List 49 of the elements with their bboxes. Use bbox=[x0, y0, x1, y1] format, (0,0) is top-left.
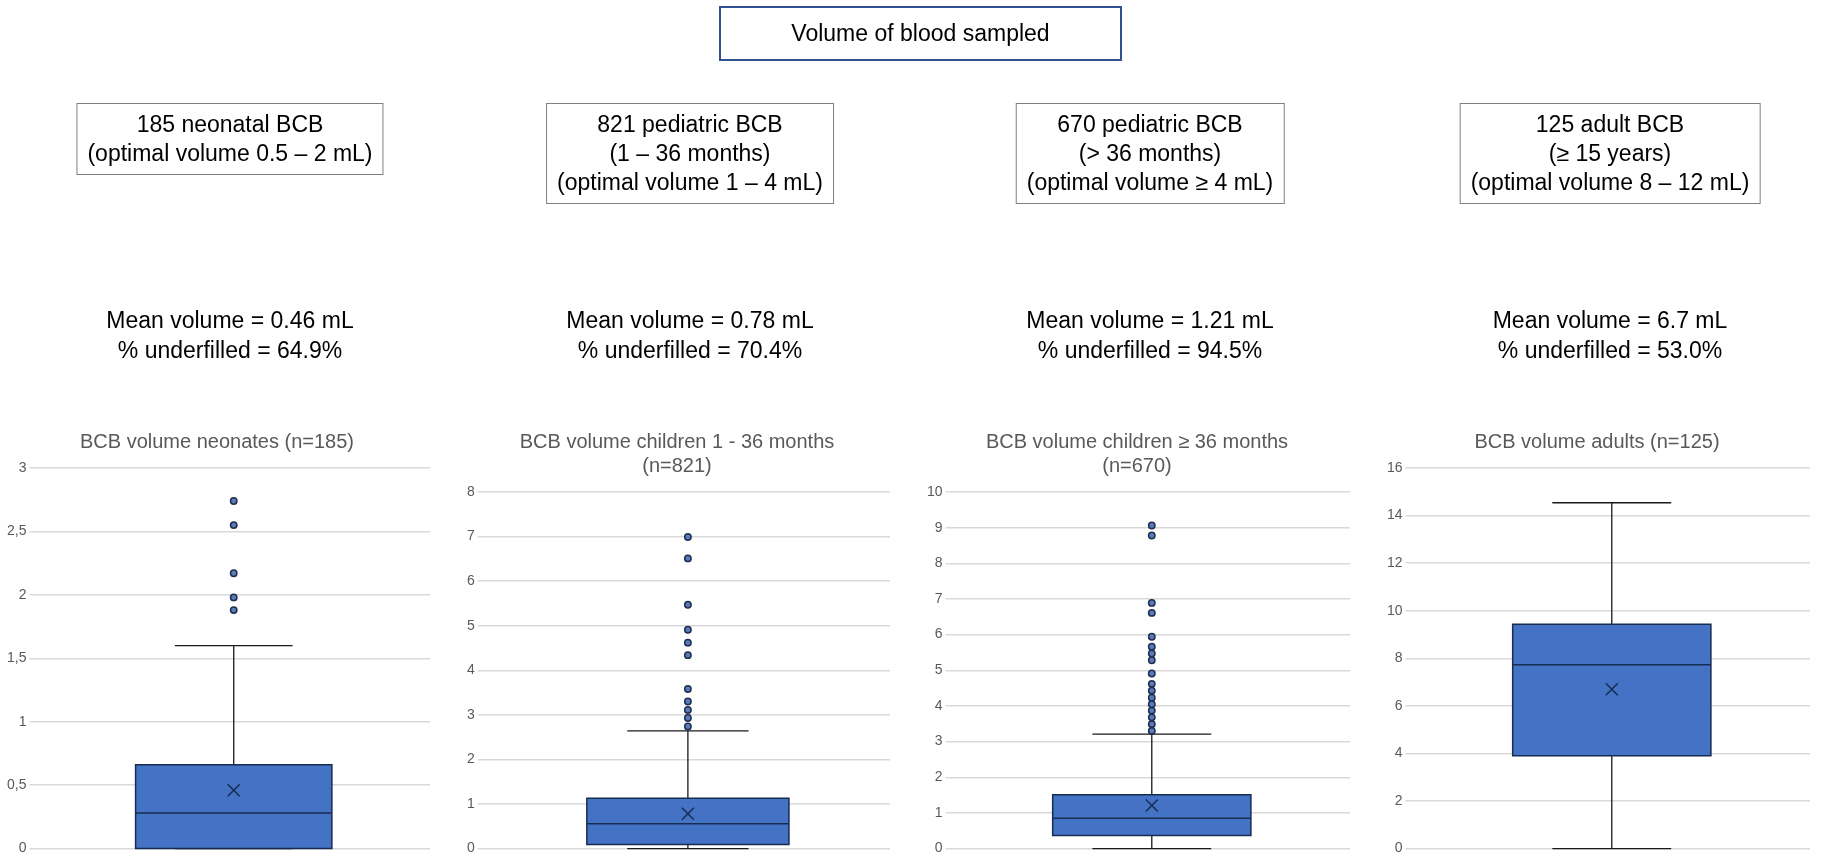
y-tick-label: 2 bbox=[18, 585, 27, 602]
y-tick-label: 2 bbox=[1394, 791, 1403, 808]
y-tick-label: 3 bbox=[18, 458, 27, 475]
y-tick-label: 2,5 bbox=[6, 522, 27, 539]
y-tick-label: 2 bbox=[934, 768, 943, 785]
y-tick-label: 7 bbox=[466, 527, 475, 544]
text: Mean volume = 1.21 mL % underfilled = 94.5% bbox=[1025, 306, 1275, 365]
text: Mean volume = 6.7 mL % underfilled = 53.0% bbox=[1491, 306, 1729, 365]
text: Volume of blood sampled bbox=[719, 6, 1122, 61]
text: 125 adult BCB (≥ 15 years) (optimal volume 8 – 12 mL) bbox=[1459, 103, 1761, 204]
y-tick-label: 0 bbox=[934, 839, 943, 856]
chart-title: BCB volume children 1 - 36 months (n=821) bbox=[519, 429, 835, 476]
y-tick-label: 7 bbox=[934, 589, 943, 606]
chart-title: BCB volume children ≥ 36 months (n=670) bbox=[985, 429, 1289, 476]
chart-title: BCB volume adults (n=125) bbox=[1474, 429, 1720, 452]
y-tick-label: 2 bbox=[466, 750, 475, 767]
y-tick-label: 8 bbox=[466, 482, 475, 499]
y-tick-label: 10 bbox=[1386, 601, 1403, 618]
y-tick-label: 3 bbox=[466, 705, 475, 722]
y-tick-label: 6 bbox=[466, 572, 475, 589]
text: Mean volume = 0.46 mL % underfilled = 64.9% bbox=[105, 306, 355, 365]
text: Mean volume = 0.78 mL % underfilled = 70.4% bbox=[565, 306, 815, 365]
chart-title: BCB volume neonates (n=185) bbox=[79, 429, 355, 452]
y-tick-label: 14 bbox=[1386, 506, 1403, 523]
y-tick-label: 5 bbox=[466, 616, 475, 633]
y-tick-label: 0 bbox=[18, 839, 27, 856]
y-tick-label: 1 bbox=[466, 794, 475, 811]
y-tick-label: 8 bbox=[1394, 649, 1403, 666]
y-tick-label: 10 bbox=[926, 482, 943, 499]
y-tick-label: 9 bbox=[934, 518, 943, 535]
y-tick-label: 0 bbox=[1394, 839, 1403, 856]
y-tick-label: 4 bbox=[466, 661, 475, 678]
y-tick-label: 4 bbox=[934, 696, 943, 713]
y-tick-label: 8 bbox=[934, 554, 943, 571]
y-tick-label: 1 bbox=[934, 803, 943, 820]
y-tick-label: 5 bbox=[934, 661, 943, 678]
y-tick-label: 16 bbox=[1386, 458, 1403, 475]
y-tick-label: 6 bbox=[1394, 696, 1403, 713]
y-tick-label: 6 bbox=[934, 625, 943, 642]
y-tick-label: 0,5 bbox=[6, 776, 27, 793]
text: 670 pediatric BCB (> 36 months) (optimal volume ≥ 4 mL) bbox=[1015, 103, 1285, 204]
y-tick-label: 4 bbox=[1394, 744, 1403, 761]
y-tick-label: 0 bbox=[466, 839, 475, 856]
y-tick-label: 12 bbox=[1386, 554, 1403, 571]
y-tick-label: 3 bbox=[934, 732, 943, 749]
y-tick-label: 1 bbox=[18, 712, 27, 729]
text: 821 pediatric BCB (1 – 36 months) (optimal volume 1 – 4 mL) bbox=[546, 103, 834, 204]
y-tick-label: 1,5 bbox=[6, 649, 27, 666]
text: 185 neonatal BCB (optimal volume 0.5 – 2 mL) bbox=[76, 103, 384, 175]
